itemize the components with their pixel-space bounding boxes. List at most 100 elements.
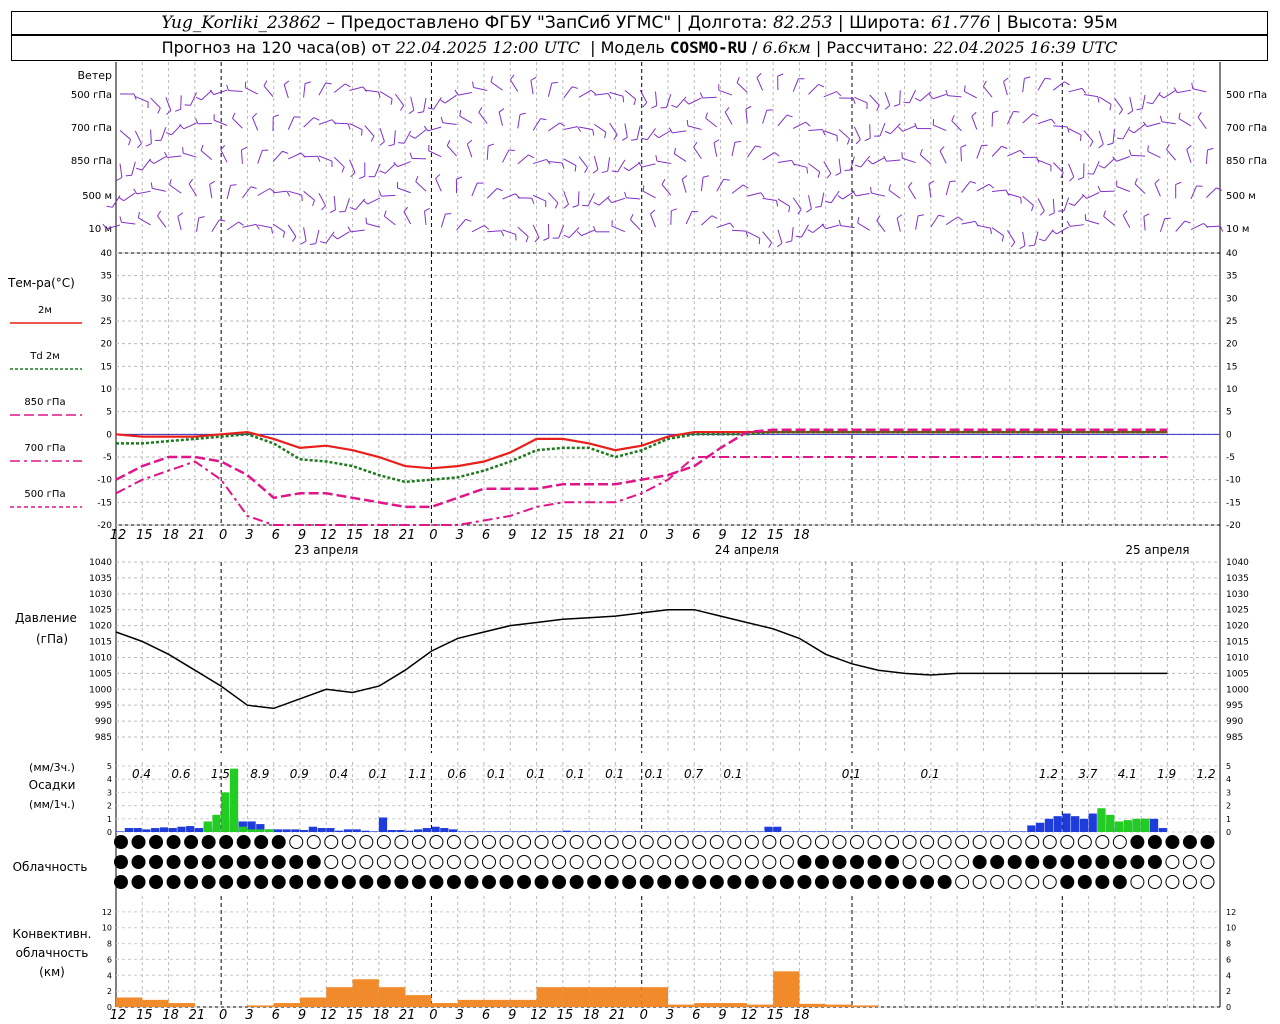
wind-barb: [607, 157, 611, 172]
precip-bar-hourly: [957, 831, 966, 832]
wind-barb: [609, 122, 618, 136]
precip-bar-hourly: [965, 831, 975, 832]
wind-barb: [232, 117, 243, 129]
wind-barb-flag: [1197, 112, 1202, 118]
precip-bar-hourly: [781, 831, 791, 832]
provider-text: – Предоставлено ФГБУ "ЗапСиб УГМС": [326, 13, 672, 33]
wind-barb: [428, 150, 442, 158]
cloud-symbol: [482, 835, 496, 849]
wind-barb: [650, 213, 656, 228]
temp-ytick-right: -10: [1226, 476, 1241, 486]
precip-bar-hourly: [308, 826, 318, 832]
wind-barb: [1116, 186, 1130, 192]
wind-barb-flag: [188, 178, 194, 185]
wind-barb: [190, 92, 197, 106]
hour-label-top: 3: [456, 528, 464, 543]
cloud-symbol: [254, 875, 269, 889]
cloud-symbol: [1165, 875, 1180, 889]
wind-barb-flag: [917, 214, 925, 217]
wind-barb: [840, 225, 855, 229]
cloud-symbol: [779, 855, 794, 869]
hour-label-bottom: 3: [456, 1008, 464, 1023]
cloud-symbol: [1200, 835, 1215, 849]
header-forecast-row: Прогноз на 120 часа(ов) от 22.04.2025 12…: [11, 35, 1268, 61]
wind-barb-flag: [252, 112, 258, 118]
wind-barb: [731, 229, 747, 232]
wind-barb: [656, 160, 671, 165]
cloud-symbol: [446, 855, 461, 869]
wind-barb-flag: [415, 175, 419, 182]
cloud-symbol: [972, 875, 987, 889]
wind-barb: [466, 143, 473, 158]
wind-barb: [532, 194, 547, 202]
wind-barb: [548, 192, 559, 204]
wind-barb: [792, 197, 802, 210]
cloud-symbol: [762, 855, 777, 869]
altitude-value: 95м: [1083, 13, 1118, 33]
wind-barb: [1022, 195, 1034, 206]
cloud-symbol: [236, 835, 251, 849]
cloud-symbol: [1042, 835, 1057, 849]
hour-label-bottom: 0: [640, 1008, 648, 1023]
cloud-symbol: [657, 875, 672, 889]
wind-barb-flag: [118, 196, 124, 202]
hour-label-bottom: 18: [793, 1008, 810, 1023]
precip-bar-hourly: [291, 829, 300, 832]
wind-barb: [119, 129, 131, 140]
hour-label-top: 12: [530, 528, 547, 543]
precip-3h-value: 0.4: [132, 767, 151, 781]
precip-3h-value: 1.2: [1197, 767, 1216, 781]
wind-barb-flag: [1001, 235, 1005, 242]
wind-barb: [716, 179, 725, 192]
cloud-symbol: [1007, 875, 1022, 889]
wind-barb: [961, 220, 976, 225]
hour-label-bottom: 15: [767, 1008, 784, 1023]
wind-barb-flag: [576, 126, 582, 132]
wind-barb: [486, 145, 489, 160]
wind-barb-flag: [572, 204, 579, 208]
wind-barb: [886, 159, 901, 162]
wind-barb-flag: [785, 240, 792, 244]
precip-3h-value: 8.9: [250, 767, 269, 781]
wind-barb-flag: [1166, 144, 1170, 150]
pressure-ytick-left: 1040: [89, 558, 112, 568]
cloud-symbol: [131, 875, 146, 889]
precip-bar-hourly: [1000, 831, 1010, 832]
wind-barb-flag: [409, 134, 416, 139]
hour-label-top: 9: [298, 528, 306, 543]
precip-bar-hourly: [659, 831, 668, 832]
hour-label-bottom: 9: [508, 1008, 516, 1023]
precip-bar-green: [1114, 821, 1124, 832]
cloud-symbol: [727, 875, 742, 889]
wind-barb-flag: [465, 218, 472, 222]
precip-bar-hourly: [571, 831, 580, 832]
conv-bar: [457, 999, 484, 1007]
wind-barb: [888, 189, 901, 199]
wind-barb-flag: [164, 151, 168, 158]
wind-barb: [167, 155, 182, 158]
cloud-symbol: [867, 855, 882, 869]
wind-barb-flag: [957, 216, 964, 221]
cloud-symbol: [411, 835, 426, 849]
precip-bar-green: [1097, 808, 1106, 832]
wind-barb-flag: [822, 129, 826, 136]
wind-barb: [777, 229, 783, 244]
temp-legend-label: 850 гПа: [24, 397, 65, 408]
wind-barb-flag: [1019, 150, 1025, 155]
wind-barb-flag: [888, 184, 891, 191]
wind-barb: [1122, 215, 1131, 228]
wind-barb-flag: [102, 223, 107, 230]
cloud-symbol: [657, 855, 672, 869]
precip-bar-hourly: [930, 831, 940, 832]
precip-bar-hourly: [852, 831, 861, 832]
wind-barb: [801, 224, 809, 238]
cloud-symbol: [482, 855, 496, 869]
precip-bar-hourly: [536, 831, 545, 832]
wind-barb: [303, 190, 315, 201]
cloud-symbol: [797, 855, 812, 869]
wind-barb-flag: [1098, 143, 1104, 149]
hour-label-top: 6: [272, 528, 280, 543]
wind-barb-flag: [467, 139, 473, 145]
wind-barb-flag: [519, 112, 526, 116]
wind-barb: [1052, 162, 1064, 173]
